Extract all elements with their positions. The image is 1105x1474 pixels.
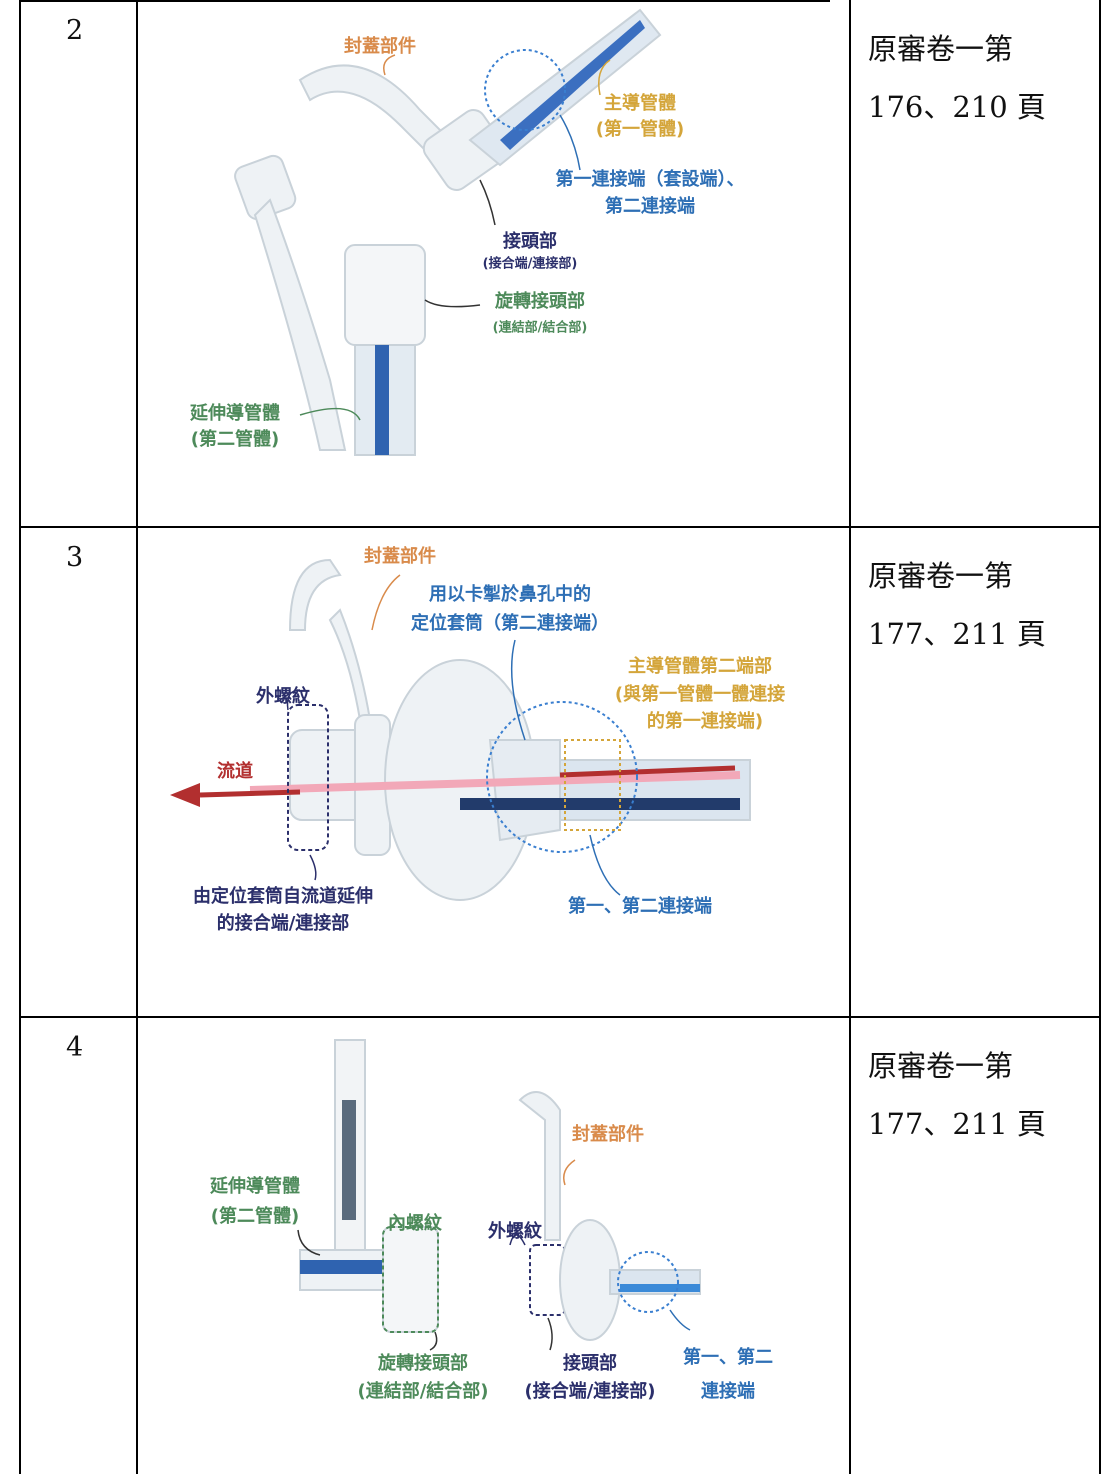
figure-label: 延伸導管體 [190,403,280,424]
figure-label: 連接端 [701,1381,755,1402]
leader-lines-2 [299,54,611,421]
figure-label: (連結部/結合部) [492,320,588,336]
figure-label: 外螺紋 [256,686,310,707]
row-number: 3 [66,542,84,573]
figure-label: 封蓋部件 [364,546,436,567]
table-grid [19,0,1101,1474]
figure-label: (第二管體) [210,1206,300,1227]
figure-label: 由定位套筒自流道延伸 [193,886,373,907]
figure-label: 的第一連接端) [646,711,764,732]
leader-lines-4 [297,1159,691,1351]
leader-lines-3 [286,574,621,896]
figure-label: 第一、第二 [683,1347,773,1368]
figure-label: (第一管體) [595,119,685,140]
figure-label: 旋轉接頭部 [495,291,585,312]
row-number: 4 [66,1032,84,1063]
figure-label: (第二管體) [190,429,280,450]
figure-label: (連結部/結合部) [357,1381,489,1402]
figure-label: 接頭部 [563,1353,617,1374]
figure-label: (接合端/連接部) [482,256,578,272]
figure-label: 的接合端/連接部 [216,913,350,934]
figure-label: 主導管體第二端部 [628,656,772,677]
figure-label: 接頭部 [503,231,557,252]
figure-label: 第二連接端 [605,196,695,217]
reference-line: 176、210 頁 [868,90,1046,124]
figure-label: 延伸導管體 [210,1176,300,1197]
figure-label: 封蓋部件 [572,1124,644,1145]
figure-2 [234,8,662,456]
reference-line: 原審卷一第 [868,559,1014,593]
figure-label: 旋轉接頭部 [378,1353,468,1374]
figure-label: (接合端/連接部) [524,1381,656,1402]
reference-line: 原審卷一第 [868,1049,1014,1083]
figure-label: 第一連接端（套設端）、 [555,169,745,190]
figure-3 [170,558,751,901]
figure-label: 封蓋部件 [344,36,416,57]
figure-label: 定位套筒（第二連接端） [411,613,609,634]
row-number: 2 [66,15,84,46]
figure-label: 用以卡掣於鼻孔中的 [429,584,591,605]
reference-line: 177、211 頁 [868,617,1046,651]
figure-4 [299,1039,701,1341]
figure-label: 流道 [217,761,253,782]
figure-label: (與第一管體一體連接 [614,684,786,705]
reference-line: 177、211 頁 [868,1107,1046,1141]
figure-label: 主導管體 [604,93,676,114]
reference-line: 原審卷一第 [868,32,1014,66]
figure-label: 外螺紋 [488,1221,542,1242]
figure-label: 內螺紋 [388,1213,442,1234]
figure-label: 第一、第二連接端 [568,896,712,917]
